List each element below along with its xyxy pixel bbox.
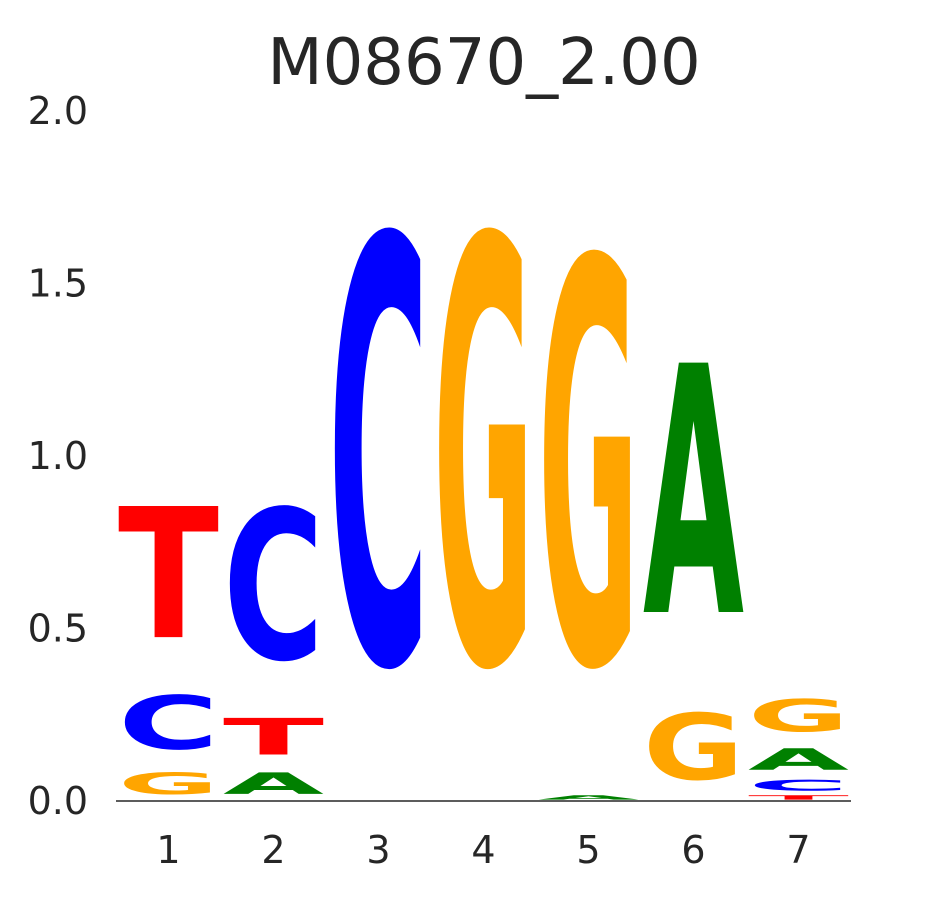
y-tick-label: 2.0 [28,89,88,133]
letter-t-pos-2: T [223,708,324,767]
y-tick-label: 1.0 [28,434,88,478]
letter-a-pos-5: A [538,794,640,801]
chart-title: M08670_2.00 [267,26,700,100]
y-tick-label: 0.0 [28,779,88,823]
letter-c-pos-3: C [328,120,429,800]
letter-t-pos-1: T [118,470,219,680]
x-tick-label: 1 [156,828,180,872]
letter-g-pos-6: G [643,694,744,801]
y-axis: 0.0 0.5 1.0 1.5 2.0 [28,89,88,823]
y-tick-label: 0.5 [28,607,88,651]
letter-c-pos-7: C [748,777,849,794]
x-tick-label: 7 [786,828,810,872]
letter-a-pos-6: A [643,296,745,694]
letter-g-pos-4: G [433,118,534,799]
letter-g-pos-1: G [118,767,219,801]
x-axis: 1 2 3 4 5 6 7 [156,828,810,872]
x-tick-label: 3 [366,828,390,872]
x-tick-label: 4 [471,828,495,872]
letter-c-pos-2: C [223,468,324,708]
letter-t-pos-7: T [748,794,849,801]
letter-c-pos-1: C [118,681,219,766]
letter-g-pos-5: G [538,146,639,792]
letter-g-pos-7: G [748,691,849,743]
x-tick-label: 5 [576,828,600,872]
letter-a-pos-2: A [223,767,324,801]
x-tick-label: 6 [681,828,705,872]
y-tick-label: 1.5 [28,262,88,306]
x-tick-label: 2 [261,828,285,872]
letter-a-pos-7: A [748,743,849,777]
